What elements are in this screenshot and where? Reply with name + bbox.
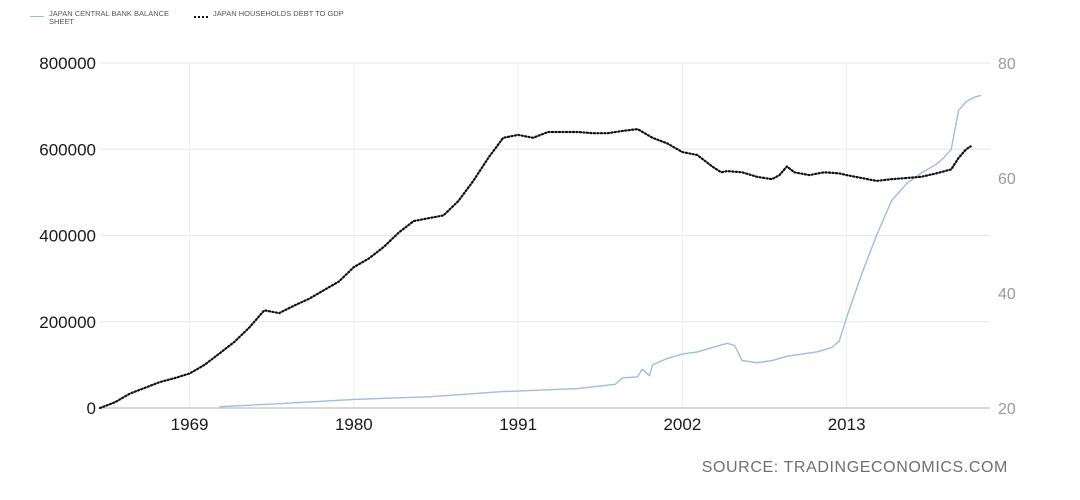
series-line-household-debt bbox=[98, 128, 972, 410]
legend-label-balance-sheet: JAPAN CENTRAL BANK BALANCE SHEET bbox=[49, 9, 170, 26]
y-left-tick-label: 0 bbox=[87, 399, 96, 418]
y-left-tick-label: 800000 bbox=[39, 54, 96, 73]
legend-swatch-household-debt bbox=[194, 16, 208, 18]
legend-swatch-balance-sheet bbox=[30, 16, 44, 17]
y-right-tick-label: 20 bbox=[998, 401, 1016, 418]
series-line-balance-sheet bbox=[219, 94, 982, 408]
y-right-tick-label: 40 bbox=[998, 286, 1016, 303]
x-tick-label: 2002 bbox=[663, 415, 701, 434]
y-left-tick-label: 200000 bbox=[39, 313, 96, 332]
axes: 0 200000 400000 600000 800000 20 40 60 80 1969 198… bbox=[39, 54, 1016, 434]
x-tick-label: 1969 bbox=[171, 415, 209, 434]
series-layer bbox=[98, 94, 982, 410]
y-left-tick-label: 400000 bbox=[39, 227, 96, 246]
x-tick-label: 1980 bbox=[335, 415, 373, 434]
y-left-tick-label: 600000 bbox=[39, 140, 96, 159]
y-right-tick-label: 80 bbox=[998, 56, 1016, 73]
legend-label-household-debt: JAPAN HOUSEHOLDS DEBT TO GDP bbox=[213, 9, 344, 18]
chart-legend: JAPAN CENTRAL BANK BALANCE SHEET JAPAN H… bbox=[30, 10, 344, 26]
x-tick-label: 1991 bbox=[499, 415, 537, 434]
source-credit: SOURCE: TRADINGECONOMICS.COM bbox=[701, 459, 1008, 476]
legend-item-balance-sheet[interactable]: JAPAN CENTRAL BANK BALANCE SHEET bbox=[30, 10, 180, 26]
y-right-tick-label: 60 bbox=[998, 171, 1016, 188]
x-tick-label: 2013 bbox=[828, 415, 866, 434]
grid-lines bbox=[100, 62, 990, 408]
legend-item-household-debt[interactable]: JAPAN HOUSEHOLDS DEBT TO GDP bbox=[194, 10, 344, 26]
